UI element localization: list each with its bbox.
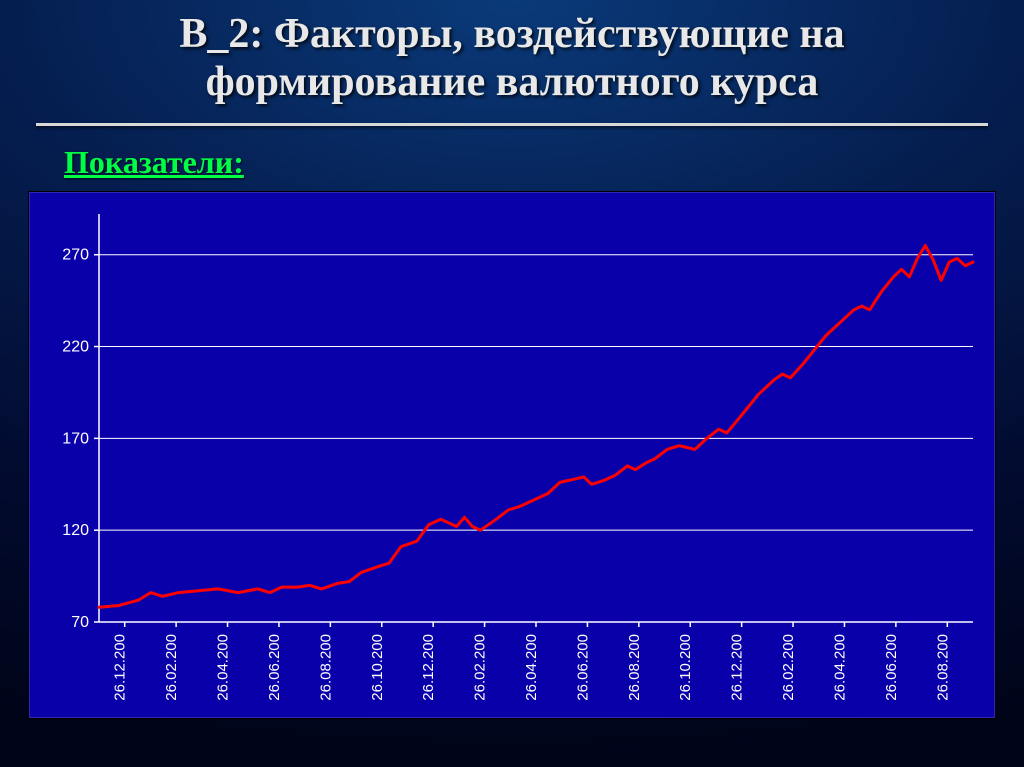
y-tick-label: 270	[62, 246, 89, 263]
subheading: Показатели:	[64, 144, 1024, 181]
x-tick-label: 26.08.200	[626, 634, 643, 701]
x-tick-label: 26.08.200	[934, 634, 951, 701]
x-tick-label: 26.04.200	[523, 634, 540, 701]
x-tick-label: 26.02.200	[780, 634, 797, 701]
y-tick-label: 70	[71, 614, 89, 631]
x-tick-label: 26.08.200	[317, 634, 334, 701]
x-tick-label: 26.04.200	[831, 634, 848, 701]
y-tick-label: 220	[62, 338, 89, 355]
x-tick-label: 26.12.200	[420, 634, 437, 701]
x-tick-label: 26.12.200	[112, 634, 129, 701]
x-tick-label: 26.12.200	[729, 634, 746, 701]
x-tick-label: 26.06.200	[883, 634, 900, 701]
slide-title: В_2: Факторы, воздействующие на формиров…	[0, 0, 1024, 123]
x-tick-label: 26.04.200	[215, 634, 232, 701]
x-tick-label: 26.10.200	[369, 634, 386, 701]
y-tick-label: 170	[62, 430, 89, 447]
data-series	[99, 245, 973, 607]
x-tick-label: 26.02.200	[472, 634, 489, 701]
x-tick-label: 26.06.200	[574, 634, 591, 701]
y-tick-label: 120	[62, 522, 89, 539]
title-line-2: формирование валютного курса	[206, 59, 819, 105]
x-tick-label: 26.10.200	[677, 634, 694, 701]
x-tick-label: 26.06.200	[266, 634, 283, 701]
title-underline	[36, 123, 988, 126]
x-tick-label: 26.02.200	[163, 634, 180, 701]
chart-container: 70 120 170 220 270 26.12.200 26.02.200 26.04.20…	[28, 191, 996, 719]
line-chart: 70 120 170 220 270 26.12.200 26.02.200 26.04.20…	[41, 204, 985, 714]
title-line-1: В_2: Факторы, воздействующие на	[179, 11, 844, 57]
